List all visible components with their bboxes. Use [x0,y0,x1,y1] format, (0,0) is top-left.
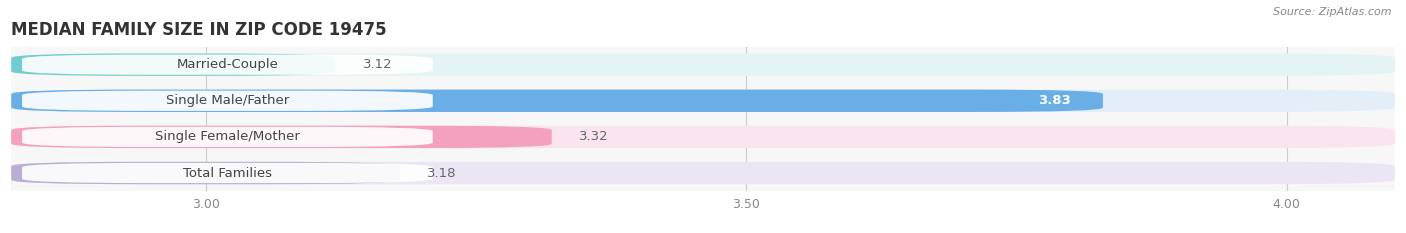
Text: Source: ZipAtlas.com: Source: ZipAtlas.com [1274,7,1392,17]
Text: 3.18: 3.18 [427,167,457,179]
Bar [11,155,1395,191]
FancyBboxPatch shape [22,127,433,147]
FancyBboxPatch shape [22,163,433,183]
FancyBboxPatch shape [22,55,433,75]
Bar [11,47,1395,83]
FancyBboxPatch shape [11,162,401,184]
FancyBboxPatch shape [11,89,1395,112]
FancyBboxPatch shape [22,91,433,111]
FancyBboxPatch shape [11,53,336,76]
Bar [11,119,1395,155]
FancyBboxPatch shape [11,126,551,148]
FancyBboxPatch shape [11,162,1395,184]
Text: 3.32: 3.32 [579,130,609,143]
Text: Single Male/Father: Single Male/Father [166,94,290,107]
Text: 3.83: 3.83 [1038,94,1070,107]
FancyBboxPatch shape [11,53,1395,76]
FancyBboxPatch shape [11,89,1102,112]
Text: Single Female/Mother: Single Female/Mother [155,130,299,143]
Bar [11,83,1395,119]
Text: Total Families: Total Families [183,167,271,179]
Text: 3.12: 3.12 [363,58,392,71]
Text: MEDIAN FAMILY SIZE IN ZIP CODE 19475: MEDIAN FAMILY SIZE IN ZIP CODE 19475 [11,21,387,39]
FancyBboxPatch shape [11,126,1395,148]
Text: Married-Couple: Married-Couple [177,58,278,71]
